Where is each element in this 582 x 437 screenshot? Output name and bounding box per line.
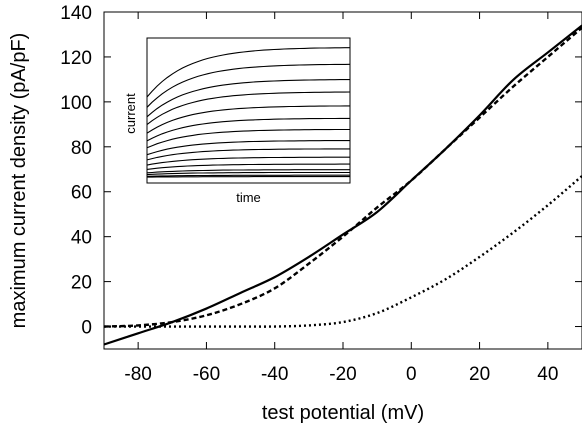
inset-trace [147, 176, 350, 178]
inset-trace [146, 105, 350, 134]
inset-frame [146, 37, 351, 184]
x-tick-label: 40 [537, 364, 558, 385]
y-tick-label: 140 [60, 3, 92, 24]
inset-trace [146, 169, 350, 174]
x-tick-label: 20 [469, 364, 490, 385]
inset-traces [146, 47, 351, 178]
y-tick-label: 40 [71, 228, 92, 249]
x-tick-label: -20 [329, 364, 356, 385]
series-line-dashed [104, 26, 582, 328]
series-group [104, 24, 582, 346]
inset-trace [146, 117, 350, 142]
series-line-dotted [104, 175, 582, 328]
inset-trace [146, 171, 350, 176]
inset-trace [146, 79, 350, 118]
inset-chart: current time [123, 37, 351, 205]
inset-y-label: current [123, 93, 138, 134]
inset-trace [146, 91, 351, 126]
x-tick-label: -80 [124, 364, 151, 385]
y-tick-label: 60 [71, 183, 92, 204]
y-tick-label: 0 [81, 318, 92, 339]
y-axis: 0 20 40 60 80 100 120 140 [60, 3, 582, 339]
x-tick-label: -60 [193, 364, 220, 385]
y-tick-label: 20 [71, 273, 92, 294]
series-line-solid [104, 24, 582, 346]
inset-trace [146, 148, 350, 161]
x-axis-title: test potential (mV) [262, 402, 424, 424]
inset-background [147, 38, 350, 183]
y-tick-label: 100 [60, 93, 92, 114]
y-axis-title: maximum current density (pA/pF) [8, 33, 30, 329]
inset-trace [146, 63, 351, 108]
inset-trace [146, 140, 350, 156]
inset-trace [146, 47, 350, 98]
y-tick-label: 80 [71, 138, 92, 159]
inset-x-label: time [236, 190, 261, 205]
x-tick-label: -40 [261, 364, 288, 385]
inset-trace [146, 174, 350, 177]
y-tick-label: 120 [60, 48, 92, 69]
inset-trace [146, 156, 350, 166]
x-tick-label: 0 [406, 364, 417, 385]
x-axis: -80 -60 -40 -20 0 20 40 [124, 12, 558, 385]
inset-trace [146, 163, 350, 170]
inset-trace [146, 128, 350, 149]
